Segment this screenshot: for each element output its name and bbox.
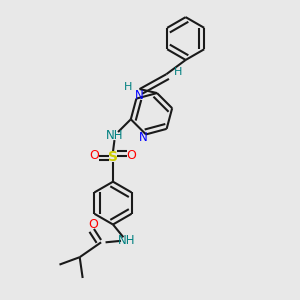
Text: NH: NH: [106, 129, 123, 142]
Text: NH: NH: [118, 234, 135, 247]
Text: N: N: [139, 131, 147, 145]
Text: O: O: [90, 149, 100, 162]
Text: N: N: [135, 88, 144, 101]
Text: S: S: [108, 150, 118, 164]
Text: O: O: [88, 218, 98, 231]
Text: O: O: [127, 149, 136, 162]
Text: H: H: [173, 67, 182, 77]
Text: H: H: [124, 82, 133, 92]
